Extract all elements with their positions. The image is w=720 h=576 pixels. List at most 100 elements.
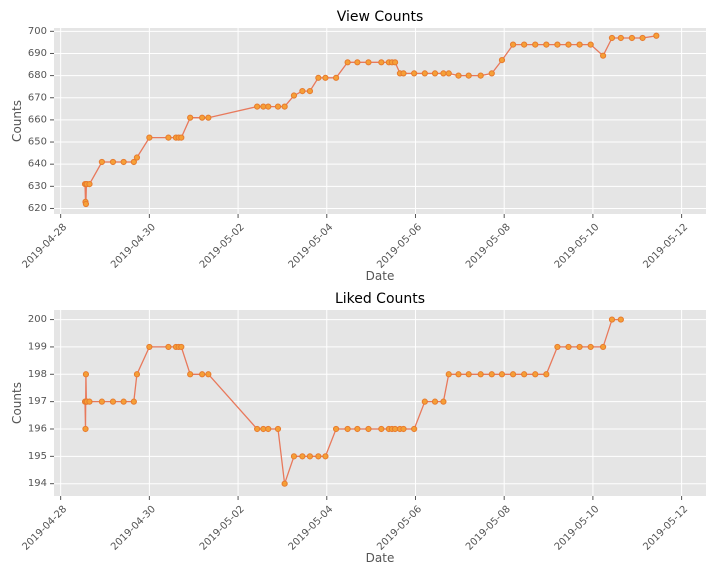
likes-data-point bbox=[133, 371, 141, 378]
likes-data-point bbox=[521, 371, 528, 378]
views-data-point bbox=[431, 70, 439, 77]
views-data-point bbox=[653, 32, 660, 39]
likes-data-point bbox=[254, 425, 261, 433]
likes-data-point bbox=[509, 371, 517, 378]
views-data-point bbox=[165, 134, 172, 141]
likes-y-tick-label: 197 bbox=[28, 396, 47, 407]
views-data-point bbox=[146, 134, 153, 141]
views-data-point bbox=[199, 114, 206, 121]
views-data-point bbox=[587, 41, 594, 48]
likes-data-point bbox=[86, 398, 93, 405]
likes-data-point bbox=[554, 343, 561, 351]
views-data-point bbox=[576, 41, 583, 48]
views-y-tick-label: 650 bbox=[28, 137, 47, 148]
likes-data-point bbox=[365, 425, 372, 433]
views-data-point bbox=[599, 52, 607, 59]
views-data-point bbox=[411, 70, 418, 77]
likes-chart-title: Liked Counts bbox=[335, 291, 425, 307]
views-data-point bbox=[391, 59, 399, 66]
views-data-point bbox=[445, 70, 452, 77]
likes-data-point bbox=[488, 371, 495, 378]
likes-x-tick-label: 2019-05-12 bbox=[641, 504, 690, 553]
likes-x-axis-label: Date bbox=[366, 551, 395, 565]
views-data-point bbox=[299, 88, 306, 95]
likes-y-tick-label: 199 bbox=[28, 341, 47, 352]
views-data-point bbox=[109, 158, 117, 166]
views-data-point bbox=[332, 74, 340, 81]
likes-x-tick-label: 2019-05-06 bbox=[375, 504, 424, 553]
likes-data-point bbox=[599, 343, 607, 351]
likes-x-tick-label: 2019-04-30 bbox=[109, 504, 158, 553]
likes-data-point bbox=[315, 453, 322, 460]
views-data-point bbox=[133, 154, 141, 161]
views-x-tick-label: 2019-05-10 bbox=[553, 222, 602, 271]
views-x-tick-label: 2019-05-12 bbox=[641, 222, 690, 271]
likes-data-point bbox=[400, 425, 407, 433]
likes-data-point bbox=[344, 425, 351, 433]
views-data-point bbox=[98, 158, 106, 166]
views-data-point bbox=[187, 114, 194, 121]
views-x-tick-label: 2019-05-02 bbox=[198, 222, 247, 271]
likes-y-tick-label: 194 bbox=[28, 478, 47, 489]
views-data-point bbox=[608, 34, 616, 42]
likes-data-point bbox=[82, 371, 90, 378]
views-data-point bbox=[543, 41, 550, 48]
views-data-point bbox=[488, 70, 495, 77]
likes-x-tick-label: 2019-04-28 bbox=[20, 504, 69, 553]
likes-data-point bbox=[498, 371, 506, 378]
likes-data-point bbox=[274, 425, 282, 433]
likes-data-point bbox=[265, 425, 272, 433]
likes-data-point bbox=[431, 398, 439, 405]
likes-data-point bbox=[82, 425, 89, 433]
likes-data-point bbox=[354, 425, 361, 433]
views-data-point bbox=[306, 88, 314, 95]
likes-x-tick-label: 2019-05-08 bbox=[464, 504, 513, 553]
likes-data-point bbox=[587, 343, 594, 351]
views-data-point bbox=[565, 41, 572, 48]
views-x-tick-label: 2019-05-06 bbox=[375, 222, 424, 271]
views-y-tick-label: 630 bbox=[28, 181, 47, 192]
likes-data-point bbox=[608, 316, 616, 323]
views-data-point bbox=[322, 74, 329, 81]
views-data-point bbox=[554, 41, 561, 48]
views-data-point bbox=[281, 103, 288, 110]
likes-data-point bbox=[421, 398, 428, 405]
likes-y-axis-label: Counts bbox=[10, 382, 24, 424]
likes-data-point bbox=[617, 316, 624, 323]
likes-x-tick-label: 2019-05-04 bbox=[287, 504, 336, 553]
views-data-point bbox=[82, 200, 90, 208]
views-data-point bbox=[120, 158, 127, 166]
views-data-point bbox=[400, 70, 407, 77]
likes-x-tick-label: 2019-05-10 bbox=[553, 504, 602, 553]
views-y-tick-label: 640 bbox=[28, 159, 47, 170]
likes-data-point bbox=[411, 425, 418, 433]
likes-data-point bbox=[146, 343, 153, 351]
views-x-tick-label: 2019-05-04 bbox=[287, 222, 336, 271]
views-data-point bbox=[532, 41, 539, 48]
likes-data-point bbox=[120, 398, 127, 405]
views-chart-title: View Counts bbox=[337, 9, 424, 25]
views-data-point bbox=[290, 92, 298, 99]
views-data-point bbox=[521, 41, 528, 48]
views-data-point bbox=[274, 103, 282, 110]
likes-data-point bbox=[165, 343, 172, 351]
likes-data-point bbox=[98, 398, 106, 405]
views-x-tick-label: 2019-05-08 bbox=[464, 222, 513, 271]
views-data-point bbox=[617, 34, 624, 42]
views-y-tick-label: 700 bbox=[28, 26, 47, 37]
likes-data-point bbox=[109, 398, 117, 405]
likes-data-point bbox=[306, 453, 314, 460]
views-data-point bbox=[498, 57, 506, 64]
views-data-point bbox=[628, 34, 636, 42]
likes-data-point bbox=[465, 371, 472, 378]
views-data-point bbox=[315, 74, 322, 81]
views-x-tick-label: 2019-04-30 bbox=[109, 222, 158, 271]
views-data-point bbox=[265, 103, 272, 110]
views-data-point bbox=[354, 59, 361, 66]
likes-data-point bbox=[565, 343, 572, 351]
likes-data-point bbox=[440, 398, 447, 405]
likes-data-point bbox=[455, 371, 462, 378]
likes-data-point bbox=[205, 371, 212, 378]
views-plot-area bbox=[54, 28, 706, 214]
